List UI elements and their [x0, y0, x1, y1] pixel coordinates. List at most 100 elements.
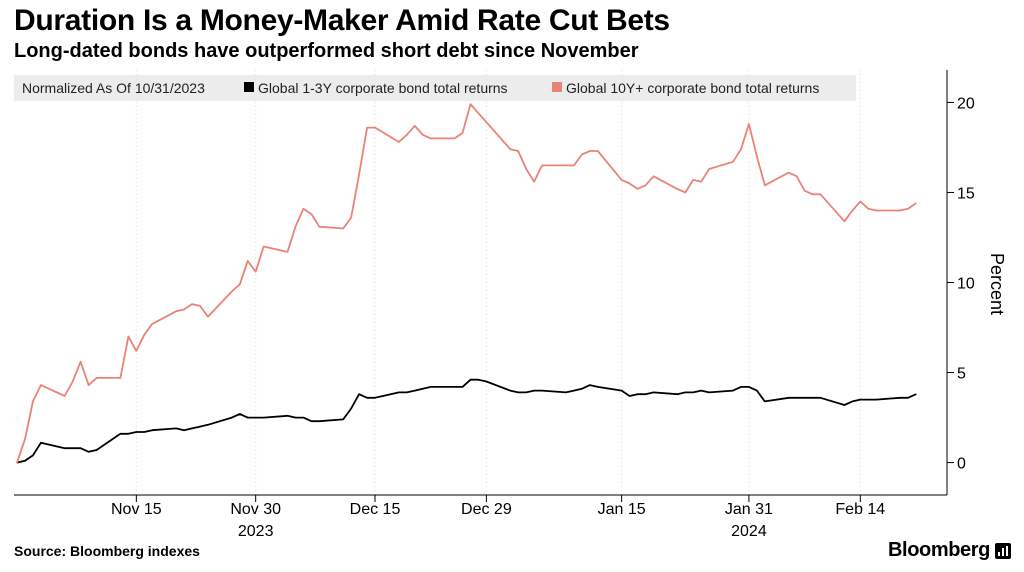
source-note: Source: Bloomberg indexes: [14, 543, 200, 559]
data-point: [541, 390, 543, 392]
data-point: [796, 397, 798, 399]
x-axis-ticks: Nov 15 Nov 30 2023 Dec 15 Dec 29 Jan 15 Jan 31…: [111, 495, 885, 540]
data-point: [644, 393, 647, 395]
data-point: [398, 141, 400, 143]
data-point: [867, 208, 869, 210]
data-point: [581, 388, 583, 390]
data-point: [819, 397, 822, 399]
data-point: [199, 426, 201, 428]
data-point: [740, 386, 742, 388]
legend-box: [14, 75, 856, 101]
data-point: [207, 424, 209, 426]
data-point: [286, 251, 289, 253]
x-tick-label: Jan 15: [598, 501, 646, 518]
data-point: [302, 208, 304, 210]
legend-swatch-long-bonds: [552, 82, 562, 92]
data-point: [398, 391, 400, 393]
y-axis-label: Percent: [987, 253, 1007, 315]
data-point: [151, 323, 153, 325]
data-point: [143, 334, 145, 336]
data-point: [875, 399, 877, 401]
data-point: [652, 175, 655, 177]
data-point: [247, 260, 249, 262]
data-point: [40, 442, 42, 444]
data-point: [851, 400, 854, 402]
data-point: [597, 386, 599, 388]
data-point: [533, 390, 535, 392]
data-point: [517, 150, 519, 152]
data-point: [286, 415, 289, 417]
data-point: [422, 388, 424, 390]
data-point: [199, 305, 201, 307]
data-point: [366, 397, 368, 399]
data-point: [127, 335, 129, 338]
data-point: [72, 447, 74, 449]
data-point: [207, 316, 209, 318]
data-point: [454, 386, 456, 388]
data-point: [517, 391, 519, 393]
data-point: [151, 429, 153, 431]
data-point: [764, 400, 766, 402]
data-point: [732, 390, 734, 392]
x-tick-label: Feb 14: [835, 501, 885, 518]
y-tick-label: 0: [957, 456, 966, 473]
data-point: [374, 397, 376, 399]
data-point: [907, 397, 909, 399]
data-point: [350, 408, 352, 410]
series-points: [16, 103, 917, 464]
x-tick-label: Nov 30: [230, 501, 281, 518]
data-point: [183, 308, 185, 311]
x-year-label: 2023: [238, 523, 274, 540]
data-point: [32, 400, 34, 402]
data-point: [231, 290, 233, 293]
data-point: [812, 193, 814, 195]
data-point: [477, 112, 479, 114]
data-point: [239, 413, 241, 415]
data-point: [366, 127, 368, 129]
data-point: [406, 391, 408, 393]
x-tick-label: Nov 15: [111, 501, 162, 518]
data-point: [302, 417, 304, 419]
data-point: [80, 447, 82, 449]
bloomberg-logo: Bloomberg: [888, 539, 990, 561]
data-point: [700, 390, 702, 392]
data-point: [541, 164, 543, 166]
x-tick-label: Jan 31: [725, 501, 773, 518]
data-point: [191, 427, 193, 429]
data-point: [358, 393, 360, 395]
legend-swatch-short-bonds: [244, 82, 254, 92]
data-point: [525, 391, 527, 393]
data-point: [469, 379, 472, 381]
data-point: [565, 391, 567, 393]
data-point: [764, 184, 766, 186]
data-point: [636, 393, 639, 395]
data-point: [406, 134, 408, 136]
data-point: [748, 123, 750, 125]
data-point: [175, 310, 177, 312]
data-point: [318, 226, 320, 228]
data-point: [127, 433, 129, 435]
data-point: [294, 417, 297, 419]
data-point: [477, 379, 479, 381]
data-point: [135, 350, 137, 352]
data-point: [700, 181, 702, 183]
data-point: [119, 433, 121, 435]
data-point: [88, 384, 90, 386]
series-points: [16, 379, 917, 464]
data-point: [621, 390, 623, 392]
data-point: [796, 175, 798, 177]
data-point: [454, 137, 456, 139]
data-point: [589, 384, 591, 386]
data-point: [509, 390, 511, 392]
data-point: [804, 190, 806, 192]
data-point: [231, 417, 233, 419]
data-point: [509, 148, 511, 150]
data-point: [565, 164, 567, 166]
data-point: [573, 390, 575, 392]
data-point: [461, 386, 464, 388]
data-point: [175, 427, 177, 429]
data-point: [684, 191, 686, 194]
data-point: [899, 397, 901, 399]
legend-note: Normalized As Of 10/31/2023: [22, 80, 205, 96]
data-point: [430, 137, 432, 139]
